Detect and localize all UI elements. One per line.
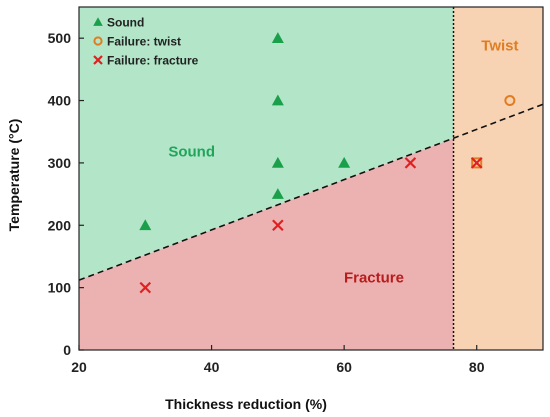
point-sound: [139, 219, 152, 231]
region-label-sound: Sound: [168, 144, 215, 161]
legend-label: Failure: fracture: [107, 54, 199, 68]
y-tick-label: 400: [48, 93, 72, 109]
y-tick-label: 200: [48, 217, 72, 233]
point-sound: [271, 188, 284, 199]
point-failure-twist: [471, 157, 483, 169]
chart-boundaries: [78, 7, 544, 350]
legend: Sound Failure: twist Failure: fracture: [93, 16, 199, 68]
point-sound: [271, 156, 284, 168]
legend-label: Failure: twist: [107, 35, 181, 49]
y-tick-label: 100: [48, 280, 72, 296]
point-failure-twist: [504, 95, 516, 107]
legend-marker: [93, 36, 103, 46]
x-tick-label: 60: [336, 359, 352, 375]
legend-label: Sound: [107, 16, 144, 30]
point-failure-fracture: [404, 157, 417, 169]
x-tick-label: 20: [71, 359, 87, 375]
legend-marker: [93, 17, 103, 26]
point-failure-fracture: [470, 157, 483, 169]
legend-marker: [93, 55, 103, 65]
region-twist: [453, 7, 543, 350]
chart-regions: [79, 7, 543, 350]
point-sound: [271, 94, 284, 106]
plot-frame: [78, 6, 544, 351]
region-sound: [79, 7, 454, 281]
y-tick-label: 500: [48, 30, 72, 46]
y-tick-label: 300: [48, 155, 72, 171]
data-points: [139, 32, 516, 294]
point-failure-fracture: [139, 281, 152, 294]
boundary-dashed-line: [78, 103, 544, 281]
region-labels: Sound Fracture Twist: [168, 38, 518, 287]
x-axis-title: Thickness reduction (%): [165, 396, 327, 412]
point-sound: [338, 156, 351, 168]
region-label-twist: Twist: [481, 38, 518, 55]
point-sound: [271, 32, 284, 43]
y-axis-title: Temperature (°C): [6, 119, 22, 232]
region-fracture: [79, 138, 454, 350]
x-tick-label: 80: [469, 359, 485, 375]
point-failure-fracture: [272, 219, 284, 232]
chart-axes: 0 100 200 300 400 500 20 40 60 80: [48, 6, 544, 375]
region-label-fracture: Fracture: [344, 270, 404, 287]
y-tick-label: 0: [63, 342, 71, 358]
x-tick-label: 40: [204, 359, 220, 375]
